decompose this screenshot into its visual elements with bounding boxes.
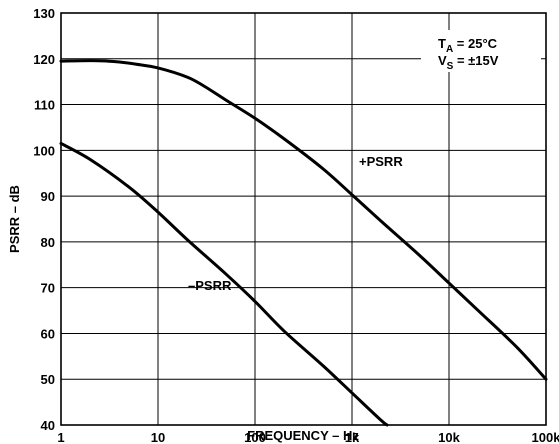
y-tick-label: 130 [33, 6, 55, 21]
y-tick-label: 90 [41, 189, 55, 204]
x-tick-label: 1k [345, 430, 360, 444]
conditions-box [421, 30, 541, 72]
y-tick-label: 100 [33, 143, 55, 158]
y-tick-label: 110 [34, 98, 55, 113]
y-tick-label: 80 [41, 235, 55, 250]
y-tick-label: 50 [41, 372, 55, 387]
y-axis-title: PSRR – dB [7, 185, 22, 253]
y-tick-label: 70 [41, 281, 55, 296]
supply-condition: VS = ±15V [438, 53, 499, 72]
x-axis-title: FREQUENCY – Hz [247, 428, 359, 443]
temperature-condition: TA = 25°C [438, 36, 498, 55]
conditions-legend: TA = 25°C VS = ±15V [421, 30, 541, 72]
series-label-minus-psrr: –PSRR [188, 278, 232, 293]
series-label-plus-psrr: +PSRR [359, 154, 403, 169]
y-tick-labels: 40 50 60 70 80 90 100 110 120 130 [33, 6, 55, 433]
minus-psrr-curve [59, 141, 389, 427]
curves [59, 59, 548, 427]
grid [60, 12, 547, 426]
plot-frame [60, 12, 547, 426]
x-tick-label: 10k [438, 430, 460, 444]
x-tick-labels: 1 10 100 1k 10k 100k [57, 430, 559, 444]
plus-psrr-curve [59, 59, 548, 381]
x-tick-label: 100k [532, 430, 559, 444]
x-tick-label: 100 [244, 430, 266, 444]
y-tick-label: 60 [41, 326, 55, 341]
y-tick-label: 40 [41, 418, 55, 433]
x-tick-label: 10 [151, 430, 165, 444]
x-tick-label: 1 [57, 430, 64, 444]
y-tick-label: 120 [33, 52, 55, 67]
